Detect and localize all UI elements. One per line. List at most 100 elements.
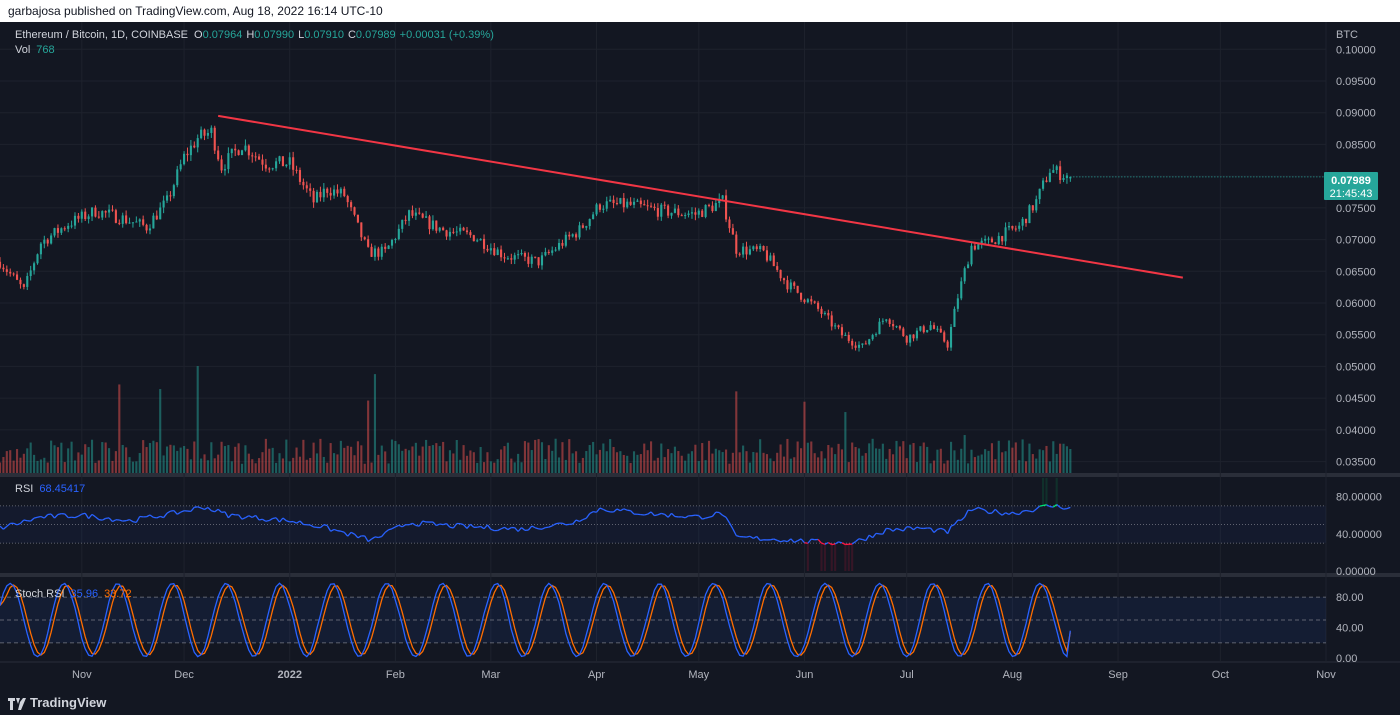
- candle: [2, 267, 5, 270]
- volume-bar: [735, 391, 738, 473]
- candle: [701, 210, 704, 217]
- candle: [861, 343, 864, 345]
- volume-bar: [411, 446, 414, 473]
- volume-bar: [1014, 442, 1017, 473]
- candle: [1011, 226, 1014, 229]
- candle: [315, 191, 319, 203]
- candle: [469, 232, 472, 236]
- volume-bar: [220, 441, 223, 473]
- trendline[interactable]: [217, 114, 1183, 279]
- volume-bar: [530, 450, 533, 473]
- volume-bar: [540, 442, 544, 473]
- volume-bar: [346, 445, 349, 473]
- candle: [373, 248, 377, 257]
- tradingview-logo[interactable]: TradingView: [8, 695, 106, 710]
- volume-bar: [663, 457, 666, 473]
- volume-bar: [404, 448, 407, 473]
- candle: [612, 199, 615, 204]
- candle: [922, 326, 925, 333]
- chart-area[interactable]: 0.100000.095000.090000.085000.080000.075…: [0, 22, 1400, 690]
- volume-bar: [367, 400, 370, 473]
- candle: [22, 284, 25, 287]
- volume-bar: [121, 444, 124, 473]
- volume-bar: [356, 441, 359, 473]
- volume-bar: [578, 462, 581, 473]
- candle: [868, 339, 871, 345]
- candle: [101, 211, 104, 218]
- candle: [298, 170, 302, 182]
- volume-bar: [476, 462, 479, 473]
- volume-bar: [653, 460, 656, 473]
- candle: [987, 238, 990, 240]
- candle: [39, 243, 42, 255]
- volume-bar: [162, 455, 165, 473]
- volume-bar: [704, 460, 707, 473]
- candle: [172, 185, 175, 197]
- candle: [537, 257, 540, 266]
- candle: [714, 203, 717, 212]
- volume-bar: [131, 461, 134, 473]
- candle: [363, 237, 366, 240]
- volume-bar: [295, 447, 298, 473]
- candle: [12, 273, 15, 275]
- volume-bar: [636, 454, 639, 473]
- volume-bar: [949, 441, 953, 473]
- candle: [203, 129, 206, 136]
- volume-bar: [622, 454, 625, 473]
- volume-bar: [1001, 452, 1004, 473]
- volume-bar: [459, 459, 462, 473]
- volume-bar: [789, 458, 792, 473]
- volume-bar: [438, 446, 441, 473]
- candle: [152, 215, 155, 229]
- candle: [165, 195, 169, 201]
- volume-bar: [326, 462, 329, 473]
- volume-bar: [425, 439, 428, 473]
- volume-bar: [108, 448, 111, 473]
- candle: [240, 150, 244, 156]
- footer: TradingView: [0, 690, 1400, 715]
- volume-bar: [343, 447, 346, 473]
- candle: [213, 127, 216, 151]
- volume-bar: [80, 454, 83, 473]
- volume-bar: [421, 446, 424, 473]
- volume-bar: [581, 457, 584, 473]
- candle: [847, 334, 850, 341]
- volume-bar: [980, 454, 983, 473]
- volume-bar: [230, 461, 233, 473]
- last-price-badge: [1324, 172, 1378, 200]
- rsi-pane: [0, 478, 1326, 571]
- candle: [295, 169, 298, 171]
- volume-bar: [984, 449, 987, 473]
- price-tick: 0.07500: [1336, 203, 1376, 215]
- candle: [1007, 226, 1011, 228]
- candle: [87, 216, 90, 220]
- candle: [731, 228, 734, 235]
- volume-bar: [1011, 447, 1014, 473]
- candle: [752, 246, 755, 250]
- volume-bar: [387, 463, 390, 473]
- volume-bar: [271, 447, 274, 473]
- candle: [63, 228, 66, 230]
- candle: [401, 219, 404, 229]
- volume-bar: [602, 443, 605, 473]
- volume-bar: [165, 446, 169, 473]
- candle: [547, 251, 550, 253]
- volume-bar: [469, 450, 472, 473]
- volume-bar: [690, 451, 694, 473]
- candle: [77, 215, 80, 219]
- volume-bar: [189, 459, 192, 473]
- candle: [472, 235, 475, 242]
- time-tick: Oct: [1212, 669, 1229, 681]
- volume-bar: [159, 389, 162, 473]
- candle: [247, 145, 250, 156]
- time-tick: Mar: [481, 669, 500, 681]
- volume-bar: [926, 446, 929, 473]
- candle: [94, 207, 97, 217]
- volume-bar: [922, 442, 925, 473]
- candle: [534, 256, 537, 258]
- candle: [394, 239, 397, 241]
- volume-bar: [125, 447, 128, 473]
- candle: [660, 204, 663, 217]
- volume-bar: [142, 440, 145, 473]
- volume-bar: [22, 453, 25, 473]
